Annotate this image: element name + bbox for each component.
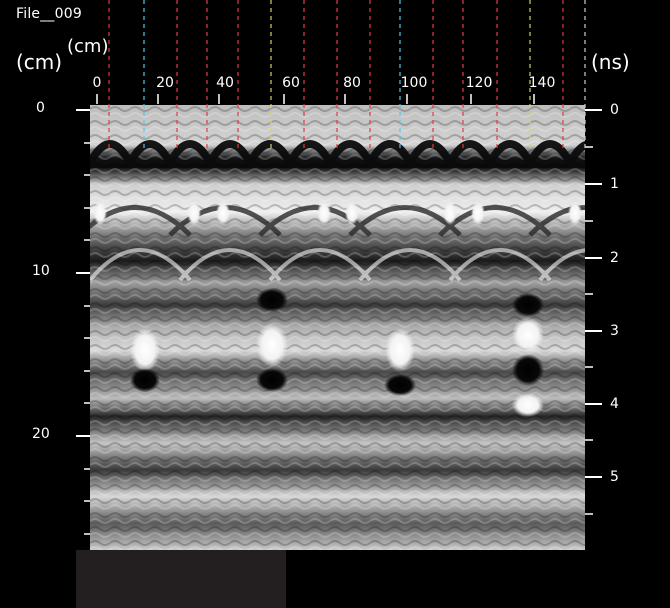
left-depth-unit-label: (cm) (16, 50, 63, 74)
x-tick-label: 140 (528, 75, 556, 91)
x-distance-unit-label: (cm) (67, 36, 109, 57)
target-reflection (256, 323, 288, 367)
bottom-panel (76, 550, 286, 608)
target-reflection (385, 328, 415, 372)
top-reflection-arcs (90, 140, 585, 165)
x-tick-label: 100 (400, 75, 428, 91)
x-tick-label: 0 (92, 75, 102, 91)
left-y-tick-label: 20 (32, 426, 50, 442)
right-y-tick-label: 3 (610, 323, 619, 339)
x-tick-label: 80 (343, 75, 361, 91)
target-reflection (512, 293, 544, 317)
left-y-tick-label: 0 (36, 100, 45, 116)
right-axis-major-ticks (585, 109, 602, 478)
right-y-tick-label: 0 (610, 102, 619, 118)
right-axis-minor-ticks (585, 146, 593, 515)
target-reflection (512, 317, 544, 353)
target-reflection (130, 368, 160, 392)
x-tick-label: 40 (216, 75, 234, 91)
file-title: File__009 (16, 6, 82, 22)
shallow-bright-spots (93, 201, 582, 225)
right-y-tick-label: 2 (610, 250, 619, 266)
mid-hyperbolas-light (90, 248, 585, 282)
target-reflection (384, 374, 416, 396)
x-tick-label: 20 (156, 75, 174, 91)
x-tick-label: 60 (282, 75, 300, 91)
x-tick-label: 120 (465, 75, 493, 91)
target-reflection (512, 393, 544, 417)
target-reflection (512, 354, 544, 386)
target-reflection (130, 328, 160, 372)
left-y-tick-label: 10 (32, 263, 50, 279)
radargram-image (90, 105, 585, 550)
right-y-tick-label: 1 (610, 176, 619, 192)
right-time-unit-label: (ns) (591, 50, 630, 74)
target-reflection (256, 368, 288, 392)
top-axis-ticks (96, 94, 535, 104)
radargram-svg (90, 105, 585, 550)
right-y-tick-label: 4 (610, 396, 619, 412)
target-reflection (256, 288, 288, 312)
right-y-tick-label: 5 (610, 469, 619, 485)
